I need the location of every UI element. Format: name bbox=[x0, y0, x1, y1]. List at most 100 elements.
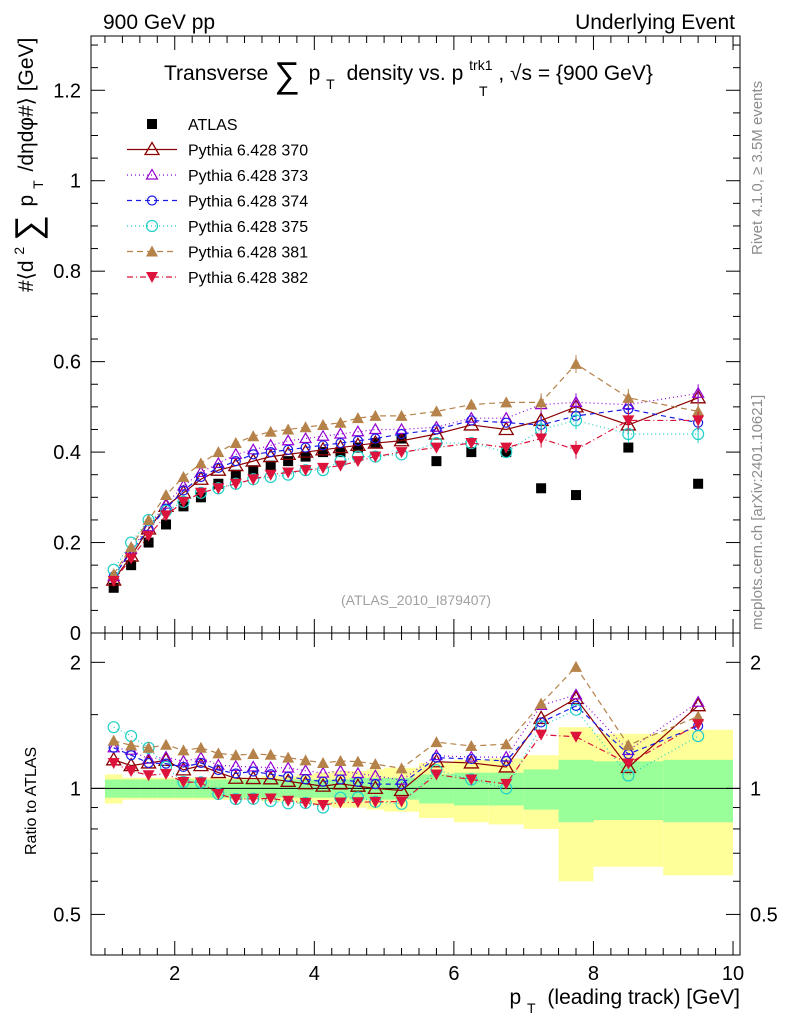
legend-marker bbox=[143, 141, 161, 156]
ratio-point bbox=[125, 766, 138, 778]
ratio-point bbox=[692, 710, 705, 722]
data-point bbox=[107, 575, 120, 587]
data-point bbox=[142, 513, 155, 525]
ratio-point bbox=[692, 719, 705, 731]
ratio-point bbox=[335, 774, 346, 785]
ratio-point bbox=[160, 768, 173, 780]
series-line bbox=[113, 419, 699, 582]
data-point bbox=[317, 418, 330, 430]
data-point bbox=[142, 530, 155, 542]
ratio-point bbox=[465, 739, 478, 751]
ratio-point bbox=[352, 776, 364, 787]
data-point bbox=[264, 469, 277, 481]
ratio-tick-label: 0.5 bbox=[53, 904, 81, 926]
y-tick-label: 0.2 bbox=[53, 533, 81, 555]
ratio-tick-label: 1 bbox=[70, 778, 81, 800]
data-point bbox=[264, 438, 278, 450]
ratio-point bbox=[369, 796, 382, 808]
ratio-point bbox=[142, 741, 155, 753]
ratio-point bbox=[178, 761, 189, 773]
ratio-point bbox=[229, 749, 242, 761]
ratio-tick-label-right: 2 bbox=[750, 652, 761, 674]
ratio-point bbox=[210, 764, 227, 779]
ratio-point bbox=[247, 747, 260, 759]
x-axis: 2 4 6 8 10 bbox=[104, 36, 744, 985]
data-point bbox=[194, 465, 208, 478]
data-point bbox=[212, 483, 225, 495]
x-tick-label: 10 bbox=[722, 963, 744, 985]
ratio-point bbox=[334, 754, 347, 766]
ratio-point bbox=[282, 751, 295, 763]
data-point bbox=[466, 447, 477, 458]
data-point bbox=[465, 398, 478, 410]
data-point bbox=[108, 582, 119, 593]
ratio-point bbox=[245, 770, 262, 785]
ratio-point bbox=[157, 752, 175, 766]
data-point bbox=[351, 456, 364, 468]
legend-entry: Pythia 6.428 373 bbox=[127, 168, 308, 185]
data-point bbox=[318, 447, 329, 458]
rivet-label: Rivet 4.1.0, ≥ 3.5M events bbox=[749, 81, 766, 255]
ratio-series-line bbox=[113, 708, 699, 809]
data-point bbox=[282, 423, 295, 435]
ratio-y-axis-label: Ratio to ATLAS bbox=[23, 747, 40, 855]
series-pythia-6-428-382 bbox=[107, 411, 705, 587]
ratio-tick-label-right: 1 bbox=[750, 778, 761, 800]
ratio-point bbox=[299, 754, 312, 766]
data-point bbox=[245, 452, 262, 467]
ratio-point bbox=[431, 752, 442, 763]
data-point bbox=[333, 427, 348, 439]
ratio-series-layer bbox=[105, 660, 707, 814]
data-point bbox=[395, 422, 409, 435]
data-point bbox=[693, 478, 704, 489]
series-line bbox=[113, 419, 699, 571]
y-tick-label: 1 bbox=[70, 171, 81, 193]
ratio-point bbox=[569, 703, 583, 716]
ratio-point bbox=[264, 748, 277, 760]
data-point bbox=[369, 451, 382, 463]
data-point bbox=[177, 470, 190, 482]
data-point bbox=[230, 456, 241, 467]
chart-title-pt-subscript: T bbox=[479, 83, 488, 99]
ratio-point bbox=[500, 778, 513, 790]
data-point bbox=[160, 510, 173, 522]
data-point bbox=[369, 409, 382, 421]
x-tick-label: 6 bbox=[448, 963, 459, 985]
legend: ATLAS Pythia 6.428 370 Pythia 6.428 373 Pyt… bbox=[127, 117, 308, 287]
data-point bbox=[352, 442, 363, 453]
data-point bbox=[396, 428, 407, 440]
data-point bbox=[160, 489, 173, 501]
series-line bbox=[113, 408, 699, 577]
data-point bbox=[159, 497, 173, 509]
ratio-point bbox=[500, 738, 513, 750]
x-tick-label: 4 bbox=[309, 963, 320, 985]
green-band-bin bbox=[593, 761, 664, 821]
ratio-point bbox=[212, 747, 225, 759]
green-band-bin bbox=[558, 759, 594, 823]
chart-title: Transverse ∑ p T density vs. p trk1 , √s… bbox=[164, 52, 653, 95]
ratio-y-axis: 0.5 0.5 1 1 2 2 bbox=[53, 652, 778, 926]
data-point bbox=[352, 435, 364, 446]
ratio-point bbox=[570, 660, 583, 672]
legend-entry: Pythia 6.428 375 bbox=[127, 219, 308, 236]
ratio-tick-label-right: 0.5 bbox=[750, 904, 778, 926]
data-point bbox=[317, 462, 330, 474]
legend-label: Pythia 6.428 370 bbox=[188, 143, 308, 160]
ratio-point bbox=[396, 779, 407, 790]
data-point bbox=[230, 469, 241, 480]
data-point bbox=[501, 417, 512, 428]
ratio-point bbox=[176, 754, 191, 766]
header-energy-label: 900 GeV pp bbox=[103, 11, 215, 34]
data-point bbox=[393, 432, 410, 447]
ratio-point bbox=[264, 793, 277, 805]
data-point bbox=[299, 465, 312, 477]
data-point bbox=[431, 424, 442, 435]
data-point bbox=[316, 429, 330, 441]
legend-label: Pythia 6.428 381 bbox=[188, 245, 308, 262]
ratio-point bbox=[351, 797, 364, 809]
ratio-point bbox=[194, 741, 207, 753]
ratio-point bbox=[107, 721, 120, 734]
ratio-point bbox=[395, 773, 409, 785]
ratio-point bbox=[177, 776, 190, 788]
